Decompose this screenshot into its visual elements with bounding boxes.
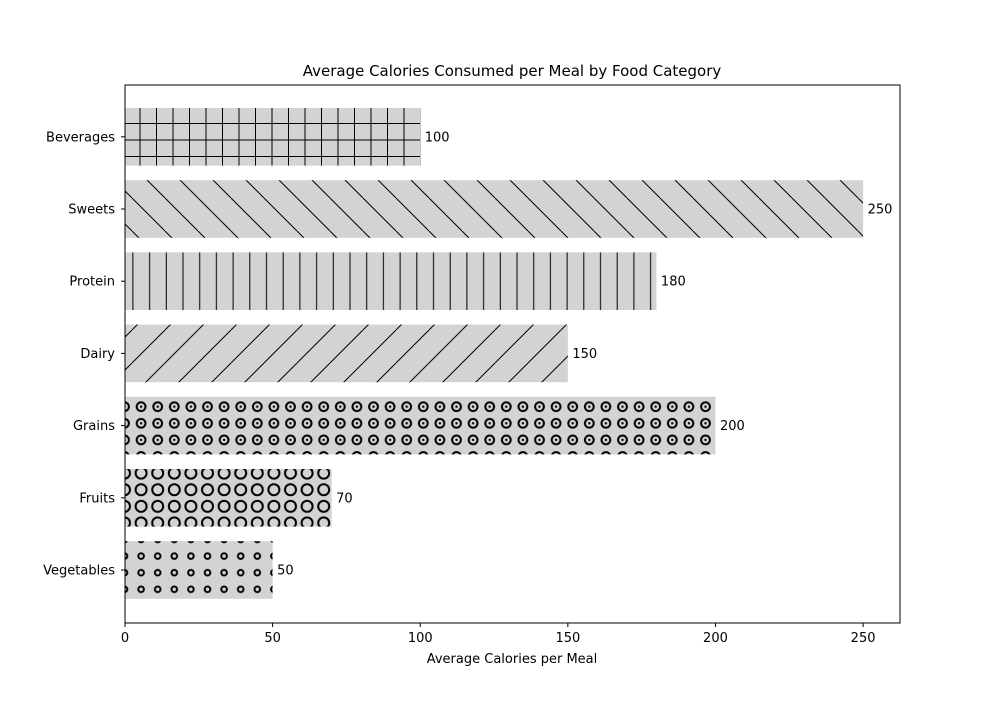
x-tick-label-150: 150 — [555, 631, 580, 646]
x-tick-label-100: 100 — [408, 631, 433, 646]
value-label-vegetables: 50 — [277, 564, 294, 579]
x-axis-label: Average Calories per Meal — [427, 652, 598, 667]
value-labels-layer: 50 70 200 150 180 250 100 — [277, 130, 892, 578]
y-tick-label-sweets: Sweets — [68, 203, 115, 218]
value-label-dairy: 150 — [572, 347, 597, 362]
bar-sweets — [125, 180, 864, 238]
bar-fruits — [125, 469, 332, 527]
y-axis-ticks: Vegetables Fruits Grains Dairy Protein Sweets… — [43, 130, 125, 579]
value-label-sweets: 250 — [868, 203, 893, 218]
x-tick-label-200: 200 — [703, 631, 728, 646]
y-tick-label-protein: Protein — [69, 275, 115, 290]
bar-protein — [125, 252, 657, 310]
y-tick-label-beverages: Beverages — [46, 130, 115, 145]
value-label-protein: 180 — [661, 275, 686, 290]
x-tick-label-50: 50 — [264, 631, 281, 646]
chart-title: Average Calories Consumed per Meal by Fo… — [303, 62, 722, 80]
value-label-fruits: 70 — [336, 491, 353, 506]
bar-grains — [125, 396, 716, 455]
x-axis-ticks: 0 50 100 150 200 250 — [121, 623, 876, 646]
bar-vegetables — [125, 541, 273, 599]
y-tick-label-fruits: Fruits — [79, 491, 115, 506]
x-tick-label-250: 250 — [851, 631, 876, 646]
bar-dairy — [125, 324, 568, 383]
bars-layer — [125, 108, 864, 599]
y-tick-label-dairy: Dairy — [80, 347, 115, 362]
value-label-beverages: 100 — [425, 130, 450, 145]
plot-frame — [124, 84, 901, 624]
y-tick-label-grains: Grains — [73, 419, 115, 434]
bar-beverages — [125, 108, 421, 166]
y-tick-label-vegetables: Vegetables — [43, 564, 115, 579]
x-tick-label-0: 0 — [121, 631, 129, 646]
value-label-grains: 200 — [720, 419, 745, 434]
